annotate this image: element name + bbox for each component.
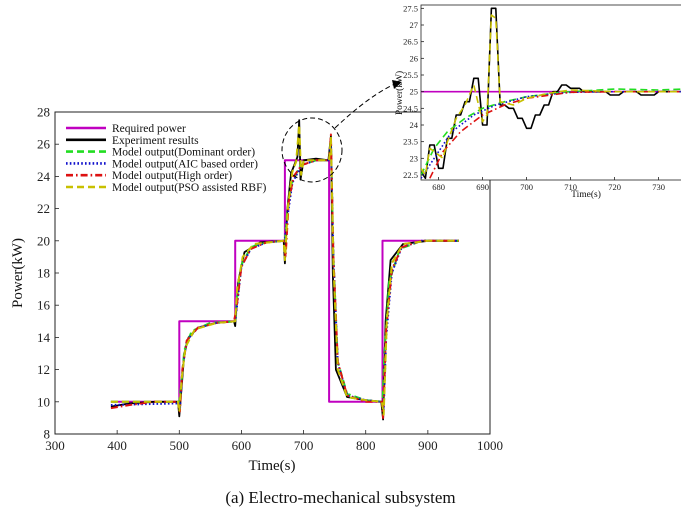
legend-label-2: Experiment results	[112, 135, 199, 147]
inset-ytick-label: 23.5	[403, 137, 418, 147]
inset-series-line-6	[421, 14, 681, 176]
inset-xtick-label: 680	[432, 182, 445, 192]
inset-xlabel: Time(s)	[571, 189, 601, 200]
main-xtick-label: 500	[170, 438, 190, 453]
main-xtick-label: 300	[45, 438, 65, 453]
inset-series-line-5	[429, 90, 681, 179]
inset-series-line-2	[421, 7, 681, 180]
main-series-group	[110, 119, 459, 421]
inset-ytick-label: 26.5	[403, 37, 418, 47]
main-ytick-label: 14	[37, 330, 51, 345]
inset-xtick-label: 730	[652, 182, 665, 192]
main-ytick-label: 28	[37, 105, 50, 120]
legend-label-1: Required power	[112, 123, 186, 135]
main-ytick-label: 18	[37, 266, 50, 281]
main-ytick-label: 10	[37, 394, 50, 409]
main-plot-area	[54, 111, 491, 435]
inset-ylabel: Power(kW)	[394, 71, 405, 115]
legend-label-3: Model output(Dominant order)	[112, 147, 255, 159]
main-ytick-label: 8	[44, 427, 51, 442]
inset-series-line-1	[421, 90, 681, 93]
main-xtick-label: 900	[418, 438, 438, 453]
main-series-line-1	[110, 159, 459, 403]
inset-ytick-label: 26	[410, 53, 419, 63]
inset-xtick-label: 690	[476, 182, 489, 192]
inset-ytick-label: 23	[410, 153, 419, 163]
inset-ytick-label: 24	[410, 120, 419, 130]
inset-ytick-label: 25.5	[403, 70, 418, 80]
main-series-line-4	[110, 138, 459, 411]
inset-xtick-label: 710	[564, 182, 577, 192]
inset-ytick-label: 27.5	[403, 3, 418, 13]
main-ytick-label: 22	[37, 201, 50, 216]
main-xlabel: Time(s)	[249, 458, 296, 474]
inset-ytick-label: 24.5	[403, 103, 418, 113]
main-ytick-label: 16	[37, 298, 51, 313]
inset-xtick-label: 700	[520, 182, 533, 192]
inset-ytick-label: 22.5	[403, 170, 418, 180]
inset-ytick-label: 25	[410, 87, 419, 97]
legend-label-5: Model output(High order)	[112, 170, 232, 182]
main-ytick-label: 26	[37, 137, 51, 152]
main-ytick-label: 24	[37, 169, 51, 184]
figure: 300 400 500 600 700 800 900 1000 8 10 12 14 16 18 20 22…	[10, 3, 681, 474]
main-xtick-label: 1000	[477, 438, 503, 453]
figure-caption: (a) Electro-mechanical subsystem	[225, 488, 456, 507]
zoom-highlight-circle	[281, 117, 343, 183]
main-xtick-label: 700	[294, 438, 314, 453]
legend-label-6: Model output(PSO assisted RBF)	[112, 182, 266, 194]
inset-ytick-label: 27	[410, 20, 419, 30]
main-xtick-label: 800	[356, 438, 376, 453]
main-ytick-label: 12	[37, 362, 50, 377]
main-series-line-6	[110, 123, 459, 416]
inset-series-group	[421, 7, 681, 180]
main-axis-ticks: 300 400 500 600 700 800 900 1000 8 10 12 14 16 18 20 22…	[37, 105, 503, 454]
main-xtick-label: 400	[107, 438, 127, 453]
inset-xtick-label: 720	[608, 182, 621, 192]
legend-label-4: Model output(AIC based order)	[112, 158, 258, 170]
main-ylabel: Power(kW)	[10, 238, 26, 308]
main-ytick-label: 20	[37, 233, 50, 248]
zoom-arrow-line	[334, 83, 396, 129]
main-series-line-5	[110, 133, 459, 419]
inset-series-line-4	[421, 90, 681, 179]
inset-axis-ticks: 68069070071072073074075022.52323.52424.5…	[403, 3, 665, 192]
main-xtick-label: 600	[232, 438, 252, 453]
zoom-arrow-head	[392, 80, 402, 89]
